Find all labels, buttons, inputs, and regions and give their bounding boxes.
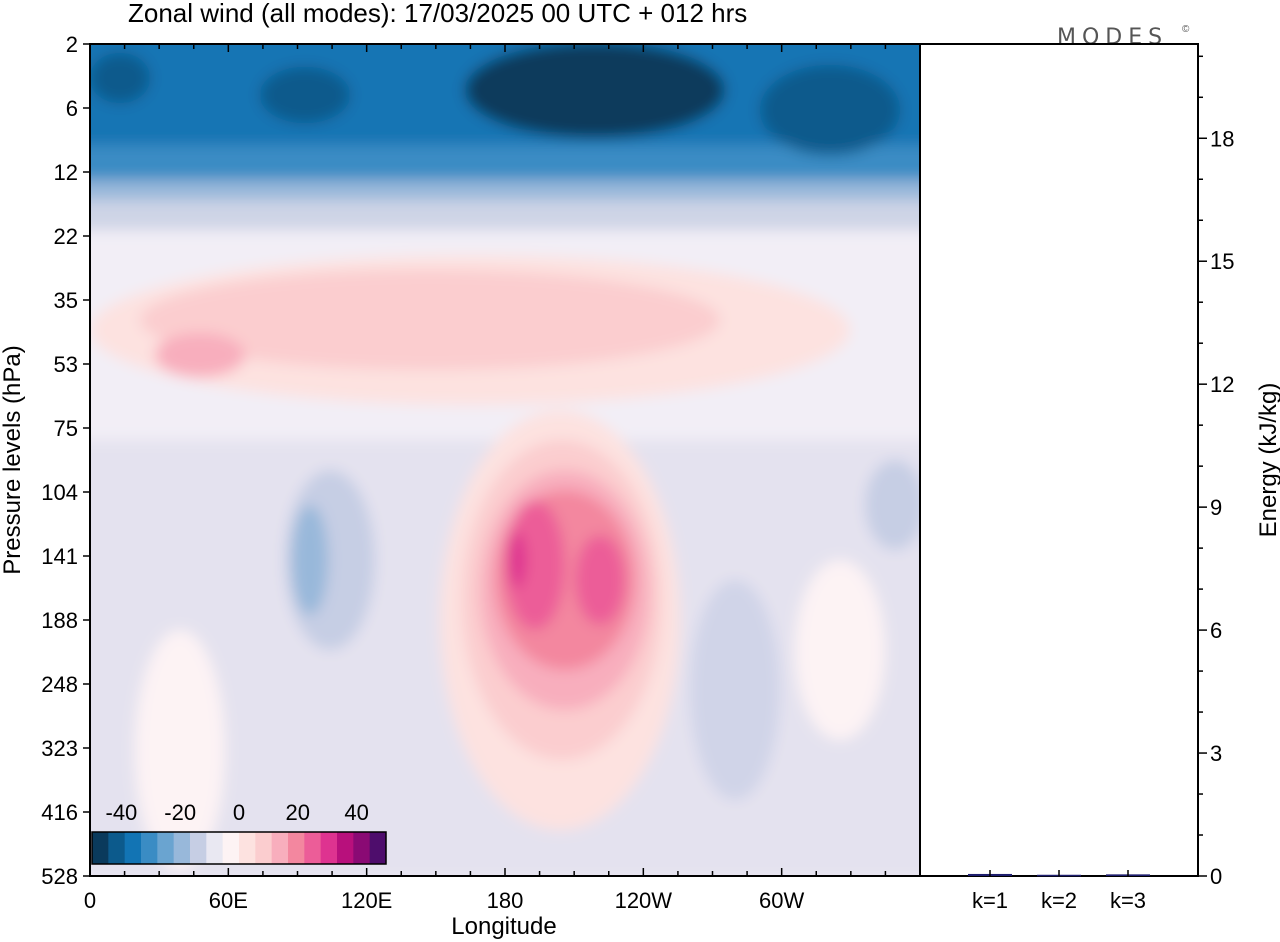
field-westerly-patch-1 bbox=[795, 560, 885, 740]
energy-category-label: k=1 bbox=[972, 888, 1008, 913]
field-easterly-core-2 bbox=[760, 65, 900, 155]
energy-tick-label: 12 bbox=[1210, 372, 1234, 397]
colorbar-tick-label: 40 bbox=[344, 800, 368, 825]
field-westerly-spot bbox=[155, 333, 245, 377]
y-tick-label: 104 bbox=[41, 480, 78, 505]
colorbar-swatch bbox=[141, 832, 158, 864]
colorbar-swatch bbox=[222, 832, 240, 864]
x-tick-label: 120W bbox=[615, 888, 673, 913]
field-westerly-layer-inner bbox=[140, 270, 720, 370]
energy-tick-label: 0 bbox=[1210, 864, 1222, 889]
energy-tick-label: 18 bbox=[1210, 126, 1234, 151]
y-tick-label: 141 bbox=[41, 544, 78, 569]
energy-category-label: k=3 bbox=[1110, 888, 1146, 913]
colorbar-frame bbox=[91, 831, 387, 865]
colorbar-swatch bbox=[157, 832, 175, 864]
x-tick-label: 60W bbox=[759, 888, 804, 913]
x-axis-label: Longitude bbox=[451, 913, 556, 940]
colorbar-tick-label: -20 bbox=[164, 800, 196, 825]
energy-frame bbox=[919, 43, 1199, 877]
energy-tick-label: 9 bbox=[1210, 495, 1222, 520]
energy-panel: 0 3 6 9 12 15 18 k=1 k=2 k=3 bbox=[919, 43, 1234, 913]
x-tick-label: 0 bbox=[84, 888, 96, 913]
field-easterly-patch-3 bbox=[690, 580, 780, 800]
field-easterly-core-1 bbox=[465, 44, 725, 138]
field-jet-core-secondary bbox=[575, 535, 625, 625]
colorbar-swatch bbox=[206, 832, 224, 864]
heatmap bbox=[90, 44, 920, 876]
field-easterly-patch-2 bbox=[292, 505, 328, 615]
y-tick-label: 2 bbox=[66, 32, 78, 57]
colorbar-swatch bbox=[304, 832, 322, 864]
y-tick-label: 53 bbox=[54, 352, 78, 377]
colorbar-swatch bbox=[239, 832, 256, 864]
energy-tick-label: 6 bbox=[1210, 618, 1222, 643]
y-tick-label: 323 bbox=[41, 736, 78, 761]
x-tick-label: 120E bbox=[341, 888, 392, 913]
y-tick-label: 6 bbox=[66, 96, 78, 121]
colorbar-swatch bbox=[92, 832, 109, 864]
y-tick-label: 22 bbox=[54, 224, 78, 249]
chart-title: Zonal wind (all modes): 17/03/2025 00 UT… bbox=[128, 0, 747, 28]
colorbar-swatch bbox=[353, 832, 371, 864]
heatmap-field bbox=[90, 44, 920, 876]
y-tick-label: 75 bbox=[54, 416, 78, 441]
field-jet-core bbox=[505, 500, 565, 630]
colorbar-swatch bbox=[124, 832, 142, 864]
field-easterly-patch-4 bbox=[865, 460, 920, 550]
y-tick-label: 248 bbox=[41, 672, 78, 697]
field-easterly-core-4 bbox=[90, 53, 150, 103]
field-westerly-patch-2 bbox=[135, 630, 225, 870]
energy-tick-label: 3 bbox=[1210, 741, 1222, 766]
logo-copyright-mark: © bbox=[1182, 24, 1190, 35]
energy-category-label: k=2 bbox=[1041, 888, 1077, 913]
field-easterly-core-3 bbox=[260, 67, 350, 123]
colorbar-swatch bbox=[173, 832, 191, 864]
y-tick-label: 35 bbox=[54, 288, 78, 313]
colorbar-swatch bbox=[190, 832, 207, 864]
modes-logo: MODES bbox=[1057, 25, 1168, 50]
colorbar-swatch bbox=[255, 832, 273, 864]
colorbar-swatch bbox=[288, 832, 305, 864]
y-tick-label: 12 bbox=[54, 160, 78, 185]
y-tick-label: 528 bbox=[41, 864, 78, 889]
colorbar-swatch bbox=[108, 832, 126, 864]
energy-tick-label: 15 bbox=[1210, 249, 1234, 274]
x-tick-label: 180 bbox=[487, 888, 524, 913]
energy-axis-label: Energy (kJ/kg) bbox=[1255, 383, 1280, 538]
colorbar-tick-label: 20 bbox=[286, 800, 310, 825]
colorbar-swatch bbox=[337, 832, 354, 864]
colorbar-swatch bbox=[320, 832, 338, 864]
field-jet-maximum bbox=[508, 532, 526, 588]
y-tick-label: 416 bbox=[41, 800, 78, 825]
colorbar-swatch bbox=[271, 832, 289, 864]
colorbar-swatch bbox=[369, 832, 387, 864]
x-tick-label: 60E bbox=[209, 888, 248, 913]
y-axis-label: Pressure levels (hPa) bbox=[0, 345, 26, 574]
colorbar-tick-label: -40 bbox=[106, 800, 138, 825]
colorbar: -40 -20 0 20 40 bbox=[91, 800, 387, 865]
colorbar-tick-label: 0 bbox=[233, 800, 245, 825]
y-tick-label: 188 bbox=[41, 608, 78, 633]
heatmap-axes: 0 60E 120E 180 120W 60W 2 6 12 22 35 53 75 104 141 188 2… bbox=[41, 32, 921, 913]
